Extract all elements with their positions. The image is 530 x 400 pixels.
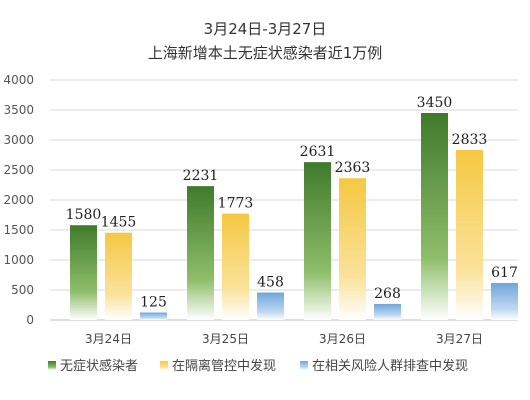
y-tick-label: 500	[11, 283, 34, 297]
bar-series-2-1	[257, 292, 284, 320]
y-tick-label: 2000	[3, 193, 34, 207]
data-label: 1455	[101, 215, 137, 231]
bar-series-1-0	[105, 232, 132, 320]
x-category-label: 3月27日	[436, 332, 483, 346]
data-label: 2363	[335, 160, 371, 176]
legend: 无症状感染者 在隔离管控中发现 在相关风险人群排查中发现	[48, 358, 468, 374]
bar-series-2-0	[140, 312, 167, 320]
y-tick-label: 0	[26, 313, 34, 327]
y-tick-label: 2500	[3, 163, 34, 177]
data-label: 1580	[66, 207, 102, 223]
legend-label: 无症状感染者	[60, 358, 138, 374]
x-category-label: 3月26日	[319, 332, 366, 346]
bar-series-2-3	[491, 282, 518, 320]
bar-series-0-0	[70, 225, 97, 320]
data-label: 1773	[218, 196, 254, 212]
x-category-label: 3月24日	[85, 332, 132, 346]
y-tick-label: 4000	[3, 73, 34, 87]
legend-swatch	[300, 361, 308, 370]
data-label: 2631	[300, 144, 336, 160]
y-tick-label: 1500	[3, 223, 34, 237]
data-label: 2231	[183, 168, 219, 184]
bar-series-0-1	[187, 186, 214, 320]
x-axis-categories: 3月24日 3月25日 3月26日 3月27日	[85, 332, 483, 346]
y-tick-label: 3000	[3, 133, 34, 147]
y-tick-label: 3500	[3, 103, 34, 117]
legend-swatch	[48, 361, 56, 370]
chart-title: 3月24日-3月27日	[204, 20, 327, 38]
bar-series-2-2	[374, 303, 401, 320]
bar-series-1-3	[456, 150, 483, 320]
data-label: 3450	[417, 95, 453, 111]
x-category-label: 3月25日	[202, 332, 249, 346]
data-label: 125	[140, 295, 167, 311]
bar-series-1-1	[222, 213, 249, 320]
y-tick-label: 1000	[3, 253, 34, 267]
legend-label: 在隔离管控中发现	[172, 358, 276, 374]
y-axis-ticks: 0 500 1000 1500 2000 2500 3000 3500 4000	[3, 73, 34, 327]
legend-label: 在相关风险人群排查中发现	[312, 358, 468, 374]
data-label: 268	[374, 286, 401, 302]
legend-swatch	[160, 361, 168, 370]
bar-series-1-2	[339, 178, 366, 320]
bar-series-0-2	[304, 162, 331, 320]
data-label: 617	[491, 265, 518, 281]
bars	[70, 113, 518, 320]
chart-subtitle: 上海新增本土无症状感染者近1万例	[148, 44, 383, 62]
data-label: 2833	[452, 132, 488, 148]
data-label: 458	[257, 275, 284, 291]
bar-series-0-3	[421, 113, 448, 320]
